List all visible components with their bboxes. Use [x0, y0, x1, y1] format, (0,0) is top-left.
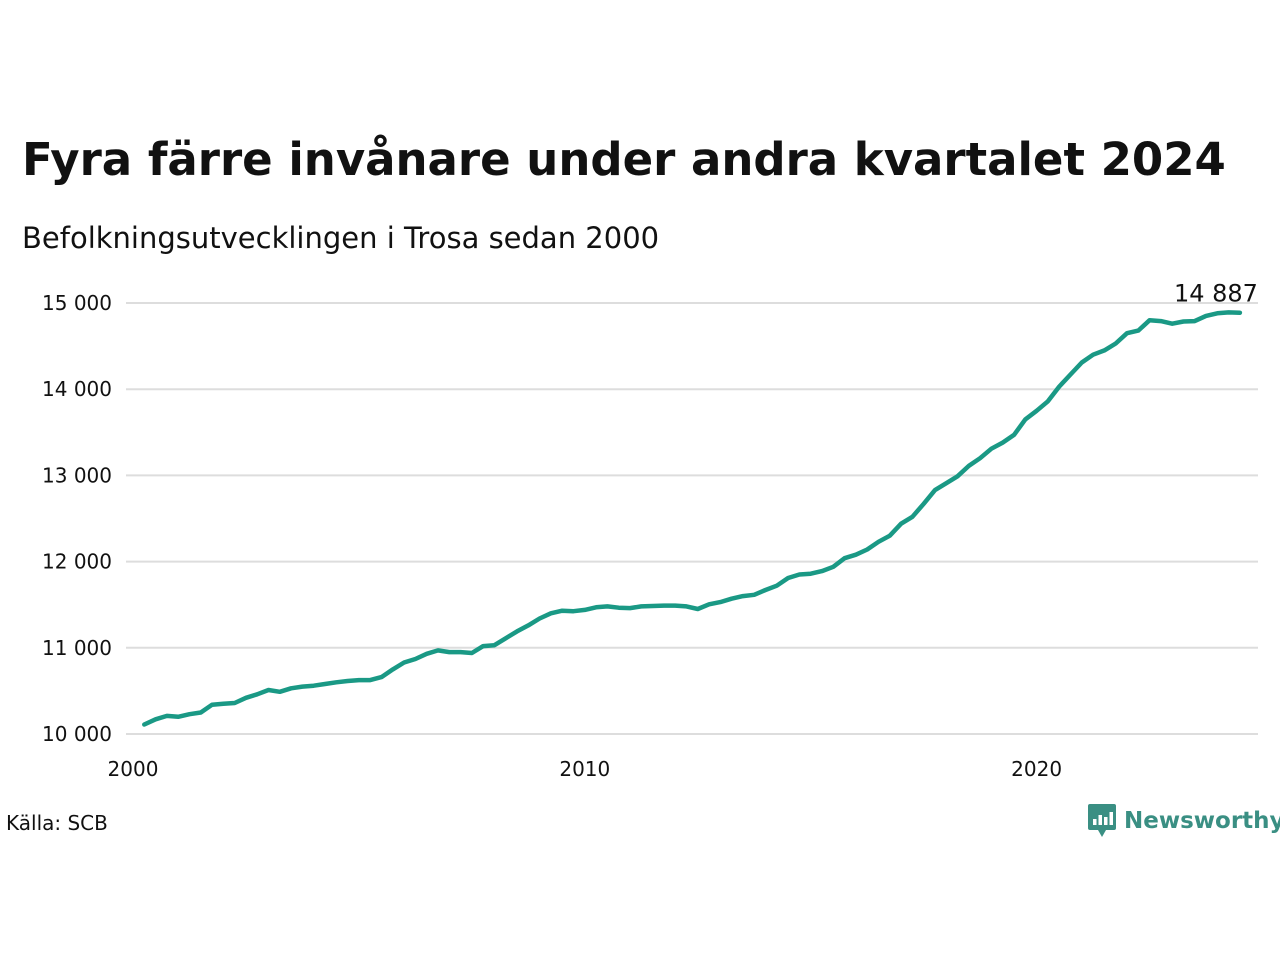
- x-tick-label: 2010: [559, 757, 610, 781]
- brand-name: Newsworthy: [1124, 808, 1280, 834]
- newsworthy-brand[interactable]: Newsworthy: [1088, 804, 1280, 838]
- y-tick-label: 12 000: [42, 550, 112, 574]
- x-axis-ticks: 2000 2010 2020: [108, 757, 1063, 781]
- chart-title: Fyra färre invånare under andra kvartale…: [22, 133, 1226, 186]
- population-series-line: [142, 310, 1243, 727]
- y-axis-ticks: 10 000 11 000 12 000 13 000 14 000 15 000: [42, 291, 112, 746]
- y-tick-label: 15 000: [42, 291, 112, 315]
- grid-lines: [126, 302, 1258, 735]
- end-value-label: 14 887: [1174, 280, 1258, 308]
- source-note: Källa: SCB: [6, 811, 108, 835]
- y-tick-label: 13 000: [42, 463, 112, 487]
- chart-subtitle: Befolkningsutvecklingen i Trosa sedan 20…: [22, 221, 660, 255]
- y-tick-label: 14 000: [42, 377, 112, 401]
- x-tick-label: 2020: [1011, 757, 1062, 781]
- x-tick-label: 2000: [108, 757, 159, 781]
- newsworthy-logo-icon: [1088, 804, 1116, 837]
- end-value-annotation: 14 887: [1174, 280, 1258, 308]
- y-tick-label: 10 000: [42, 722, 112, 746]
- y-tick-label: 11 000: [42, 636, 112, 660]
